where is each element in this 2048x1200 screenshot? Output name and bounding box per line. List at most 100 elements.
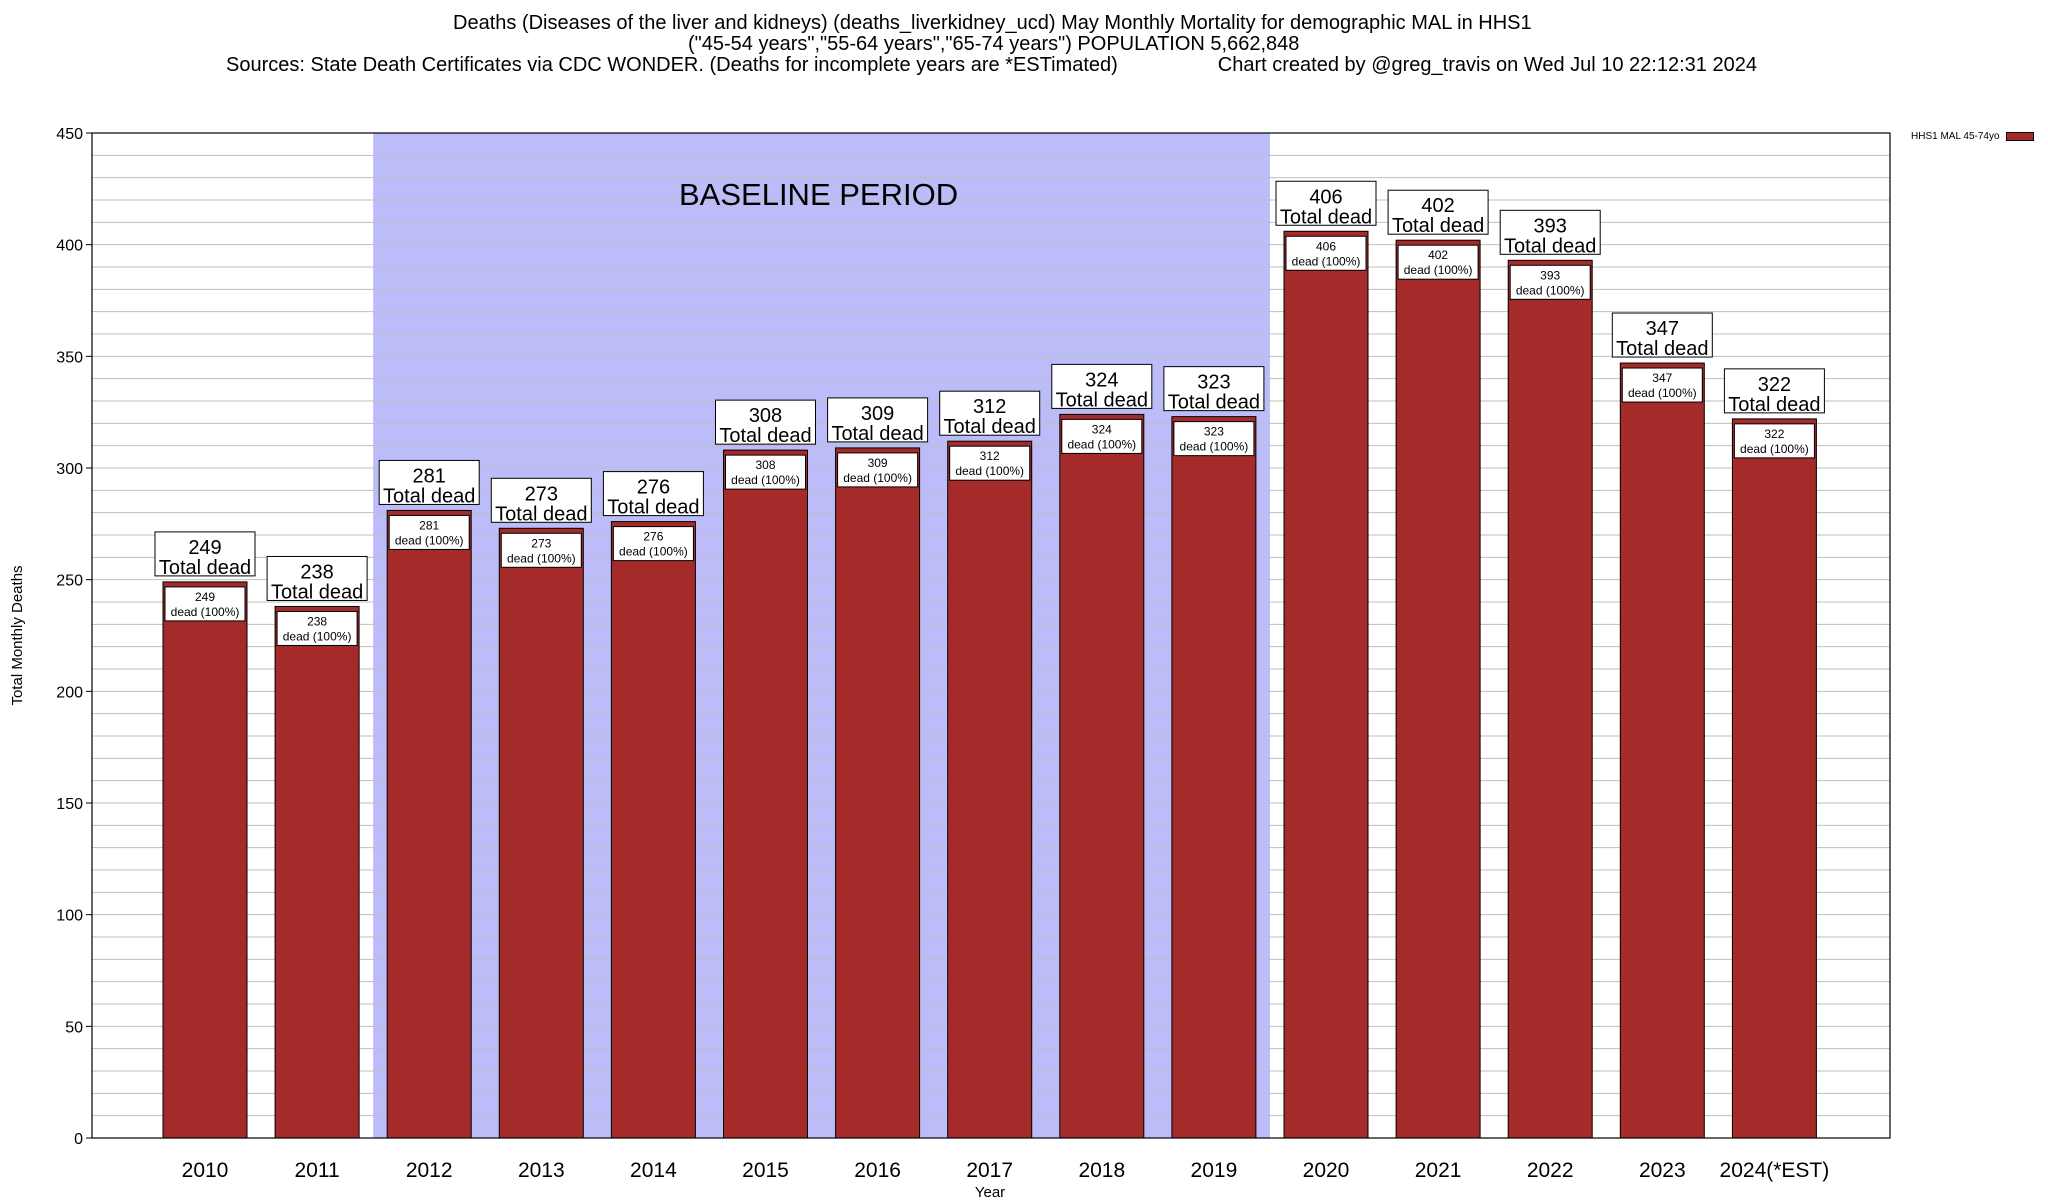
inner-value-label: 323 [1204, 425, 1224, 439]
top-total-label: Total dead [831, 423, 923, 445]
inner-dead-label: dead (100%) [1516, 283, 1585, 297]
bar [498, 527, 584, 1139]
top-total-label: Total dead [383, 485, 475, 507]
axes-layer: 2010 2011 2012 2013 2014 2015 2016 2017 2018 2019… [9, 126, 1891, 1200]
y-tick-label: 100 [56, 908, 83, 925]
y-tick-label: 350 [56, 349, 83, 366]
top-label-box [1387, 189, 1489, 235]
top-value-label: 238 [300, 561, 333, 583]
inner-value-label: 273 [531, 536, 551, 550]
inner-value-label: 324 [1092, 422, 1112, 436]
y-tick-label: 450 [56, 126, 83, 143]
bar [835, 447, 921, 1139]
legend-swatch [2005, 131, 2034, 141]
inner-dead-label: dead (100%) [955, 464, 1024, 478]
legend-label: HHS1 MAL 45-74yo [1911, 131, 2000, 142]
top-total-label: Total dead [1280, 206, 1372, 228]
top-value-label: 273 [525, 483, 558, 505]
inner-dead-label: dead (100%) [1628, 386, 1697, 400]
top-value-label: 406 [1309, 186, 1342, 208]
top-label-box [1611, 312, 1713, 358]
x-tick-label: 2019 [1191, 1159, 1238, 1182]
inner-value-label: 393 [1540, 268, 1560, 282]
top-total-label: Total dead [271, 581, 363, 603]
x-tick-label: 2022 [1527, 1159, 1574, 1182]
top-total-label: Total dead [944, 416, 1036, 438]
inner-value-label: 308 [755, 458, 775, 472]
bar [723, 449, 808, 1139]
top-total-label: Total dead [1504, 235, 1596, 257]
inner-value-label: 309 [868, 456, 888, 470]
top-total-label: Total dead [1616, 338, 1708, 360]
x-tick-label: 2017 [966, 1159, 1013, 1182]
x-tick-label: 2016 [854, 1159, 901, 1182]
inner-value-label: 249 [195, 590, 215, 604]
top-label-box [602, 471, 704, 517]
top-value-label: 347 [1646, 318, 1679, 340]
inner-label-box [1061, 418, 1143, 454]
inner-label-box [1509, 264, 1591, 300]
chart-title-line-1: Deaths (Diseases of the liver and kidney… [453, 12, 1532, 34]
inner-dead-label: dead (100%) [1292, 254, 1361, 268]
top-value-label: 322 [1758, 374, 1791, 396]
top-value-label: 276 [637, 477, 670, 499]
inner-label-box [164, 586, 246, 622]
bar [1171, 416, 1257, 1139]
inner-dead-label: dead (100%) [507, 551, 576, 565]
inner-label-box [1285, 235, 1367, 271]
top-total-label: Total dead [1392, 215, 1484, 237]
top-value-label: 309 [861, 403, 894, 425]
inner-label-box [1397, 244, 1479, 280]
y-tick-label: 250 [56, 573, 83, 590]
inner-dead-label: dead (100%) [843, 471, 912, 485]
top-label-box [154, 531, 256, 577]
plot-frame [91, 132, 1891, 1139]
top-total-label: Total dead [159, 557, 251, 579]
top-total-label: Total dead [495, 503, 587, 525]
bar [1395, 239, 1481, 1139]
inner-label-box [388, 514, 470, 550]
x-tick-label: 2012 [406, 1159, 453, 1182]
bar [1731, 418, 1817, 1139]
top-value-label: 323 [1197, 372, 1230, 394]
inner-value-label: 402 [1428, 248, 1448, 262]
inner-dead-label: dead (100%) [171, 605, 240, 619]
x-tick-label: 2018 [1078, 1159, 1125, 1182]
top-total-label: Total dead [1056, 389, 1148, 411]
x-tick-label: 2015 [742, 1159, 789, 1182]
bar [1507, 259, 1593, 1139]
top-value-label: 402 [1421, 195, 1454, 217]
top-value-label: 281 [413, 465, 446, 487]
inner-value-label: 312 [980, 449, 1000, 463]
inner-value-label: 347 [1652, 371, 1672, 385]
inner-value-label: 281 [419, 518, 439, 532]
inner-label-box [500, 532, 582, 568]
inner-label-box [1621, 367, 1703, 403]
top-label-box [1275, 180, 1377, 226]
inner-dead-label: dead (100%) [1404, 263, 1473, 277]
inner-value-label: 276 [643, 530, 663, 544]
x-tick-label: 2011 [295, 1159, 340, 1182]
inner-label-box [612, 526, 694, 562]
inner-dead-label: dead (100%) [395, 533, 464, 547]
inner-value-label: 322 [1764, 427, 1784, 441]
top-total-label: Total dead [1168, 392, 1260, 414]
x-tick-label: 2010 [182, 1159, 229, 1182]
x-tick-label: 2013 [518, 1159, 565, 1182]
y-tick-label: 200 [56, 684, 83, 701]
chart-title-line-3: Sources: State Death Certificates via CD… [226, 54, 1757, 76]
inner-label-box [1173, 421, 1255, 457]
y-tick-label: 50 [65, 1019, 83, 1036]
bar [162, 581, 248, 1139]
top-label-box [1499, 209, 1601, 255]
top-label-box [827, 397, 929, 443]
inner-dead-label: dead (100%) [731, 473, 800, 487]
bar [610, 521, 696, 1139]
inner-value-label: 238 [307, 614, 327, 628]
inner-dead-label: dead (100%) [1740, 442, 1809, 456]
inner-label-box [725, 454, 806, 490]
bars-layer [162, 230, 1817, 1139]
legend: HHS1 MAL 45-74yo [1911, 131, 2034, 142]
